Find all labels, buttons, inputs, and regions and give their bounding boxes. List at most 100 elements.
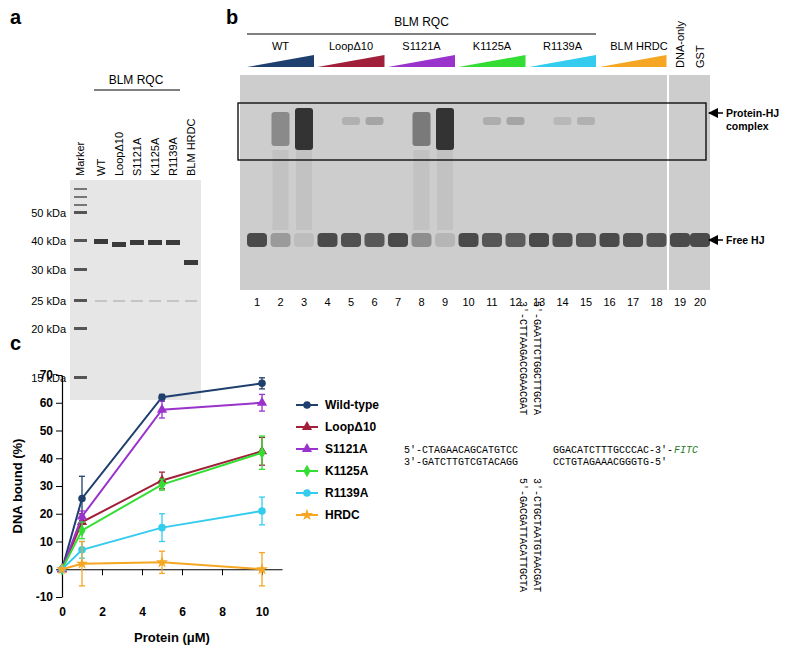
lane-number: 15 <box>580 296 592 308</box>
error-bar-cap <box>159 417 165 418</box>
point <box>256 563 268 574</box>
x-axis-title: Protein (μM) <box>134 630 210 645</box>
ladder-band <box>74 327 87 330</box>
point <box>158 478 165 490</box>
series-line <box>62 383 262 569</box>
minor-band <box>167 300 179 302</box>
concentration-wedge <box>318 55 385 67</box>
group-label: K1125A <box>473 40 512 52</box>
panel-b: bBLM RQCWTLoopΔ10S1121AK1125AR1139ABLM H… <box>226 6 779 308</box>
annotation: Free HJ <box>726 234 765 246</box>
error-bar <box>259 436 265 469</box>
figure: aBLM RQCMarkerWTLoopΔ10S1121AK1125AR1139… <box>0 0 785 654</box>
y-tick-mark <box>56 597 62 598</box>
free-band <box>388 233 408 247</box>
group-label: BLM RQC <box>109 73 164 87</box>
error-bar-cap <box>259 496 265 497</box>
point <box>56 563 68 574</box>
concentration-wedge <box>600 55 667 67</box>
error-bar-cap <box>159 401 165 402</box>
y-axis-title: DNA bound (%) <box>10 439 25 534</box>
strand-sequence: 5'-GAATTCTGGCTTGCTA <box>531 301 542 415</box>
error-bar-cap <box>159 573 165 574</box>
point <box>258 507 266 515</box>
lane-label: R1139A <box>167 136 179 176</box>
y-tick-label: 0 <box>46 563 53 577</box>
minor-band <box>149 300 161 302</box>
y-tick-label: 40 <box>40 452 54 466</box>
free-band <box>623 233 643 247</box>
lane-label: WT <box>95 159 107 176</box>
x-tick-mark <box>102 569 103 575</box>
error-bar-cap <box>79 541 85 542</box>
group-label: R1139A <box>543 40 583 52</box>
group-line <box>94 90 180 91</box>
series <box>56 542 268 586</box>
error-bar <box>159 514 165 542</box>
lane-number: 8 <box>418 296 424 308</box>
y-tick-label: 20 <box>40 507 54 521</box>
complex-band <box>483 117 501 125</box>
y-tick: 10 <box>40 535 62 549</box>
y-tick: 20 <box>40 507 62 521</box>
lane-number: 2 <box>277 296 283 308</box>
y-tick: 50 <box>40 424 62 438</box>
complex-band <box>507 117 525 125</box>
plot-area <box>56 378 268 586</box>
legend-marker <box>303 489 311 497</box>
group-label: BLM RQC <box>394 15 449 29</box>
protein-band <box>112 242 126 247</box>
free-band <box>647 233 667 247</box>
legend: Wild-typeLoopΔ10S1121AK1125AR1139AHRDC <box>296 398 379 522</box>
free-band <box>318 233 338 247</box>
error-bar <box>159 479 165 490</box>
arrow <box>709 112 723 114</box>
lane-number: 18 <box>650 296 662 308</box>
panel-c: c-100102030405060700246810Protein (μM)DN… <box>10 332 379 645</box>
complex-band <box>272 112 290 146</box>
ladder-label: 20 kDa <box>31 323 67 335</box>
strand-sequence: 3'-CTTAAGACCGAACGAT <box>517 301 528 415</box>
arrow <box>709 239 723 241</box>
legend-item: LoopΔ10 <box>296 420 377 434</box>
legend-label: LoopΔ10 <box>325 420 377 434</box>
lane-number: 1 <box>254 296 260 308</box>
point <box>156 556 168 567</box>
free-band <box>482 233 502 247</box>
y-tick: 60 <box>40 396 62 410</box>
legend-item: K1125A <box>296 464 369 478</box>
error-bar-cap <box>79 541 85 542</box>
error-bar-cap <box>159 551 165 552</box>
lane-label: Marker <box>74 141 86 176</box>
group-line <box>247 34 596 35</box>
legend-label: K1125A <box>325 464 369 478</box>
protein-band <box>184 260 198 265</box>
error-bar-cap <box>79 521 85 522</box>
y-tick-label: 30 <box>40 479 54 493</box>
y-tick-mark <box>56 458 62 459</box>
free-band <box>459 233 479 247</box>
error-bar-cap <box>259 377 265 378</box>
y-tick: 40 <box>40 452 62 466</box>
group-label: S1121A <box>402 40 441 52</box>
point <box>78 495 86 503</box>
group-label: LoopΔ10 <box>329 40 373 52</box>
strand-sequence: 3'-CTGCTAATGTAACGAT <box>531 478 542 592</box>
legend-label: R1139A <box>325 486 369 500</box>
smear <box>437 150 453 230</box>
y-tick-mark <box>56 375 62 376</box>
complex-band <box>577 117 595 125</box>
strand-sequence: GGACATCTTTGCCCAC-3'- <box>553 445 673 456</box>
free-band <box>412 233 432 247</box>
complex-band <box>342 117 360 125</box>
minor-band <box>95 300 107 302</box>
strand-sequence: CCTGTAGAAACGGGTG-5' <box>553 457 667 468</box>
lane-number: 19 <box>674 296 686 308</box>
legend-marker <box>301 509 313 520</box>
y-tick-label: 10 <box>40 535 54 549</box>
free-band <box>506 233 526 247</box>
smear <box>296 150 312 230</box>
error-bar-cap <box>259 435 265 436</box>
lane-label: K1125A <box>149 137 161 176</box>
ladder-band <box>74 239 87 242</box>
